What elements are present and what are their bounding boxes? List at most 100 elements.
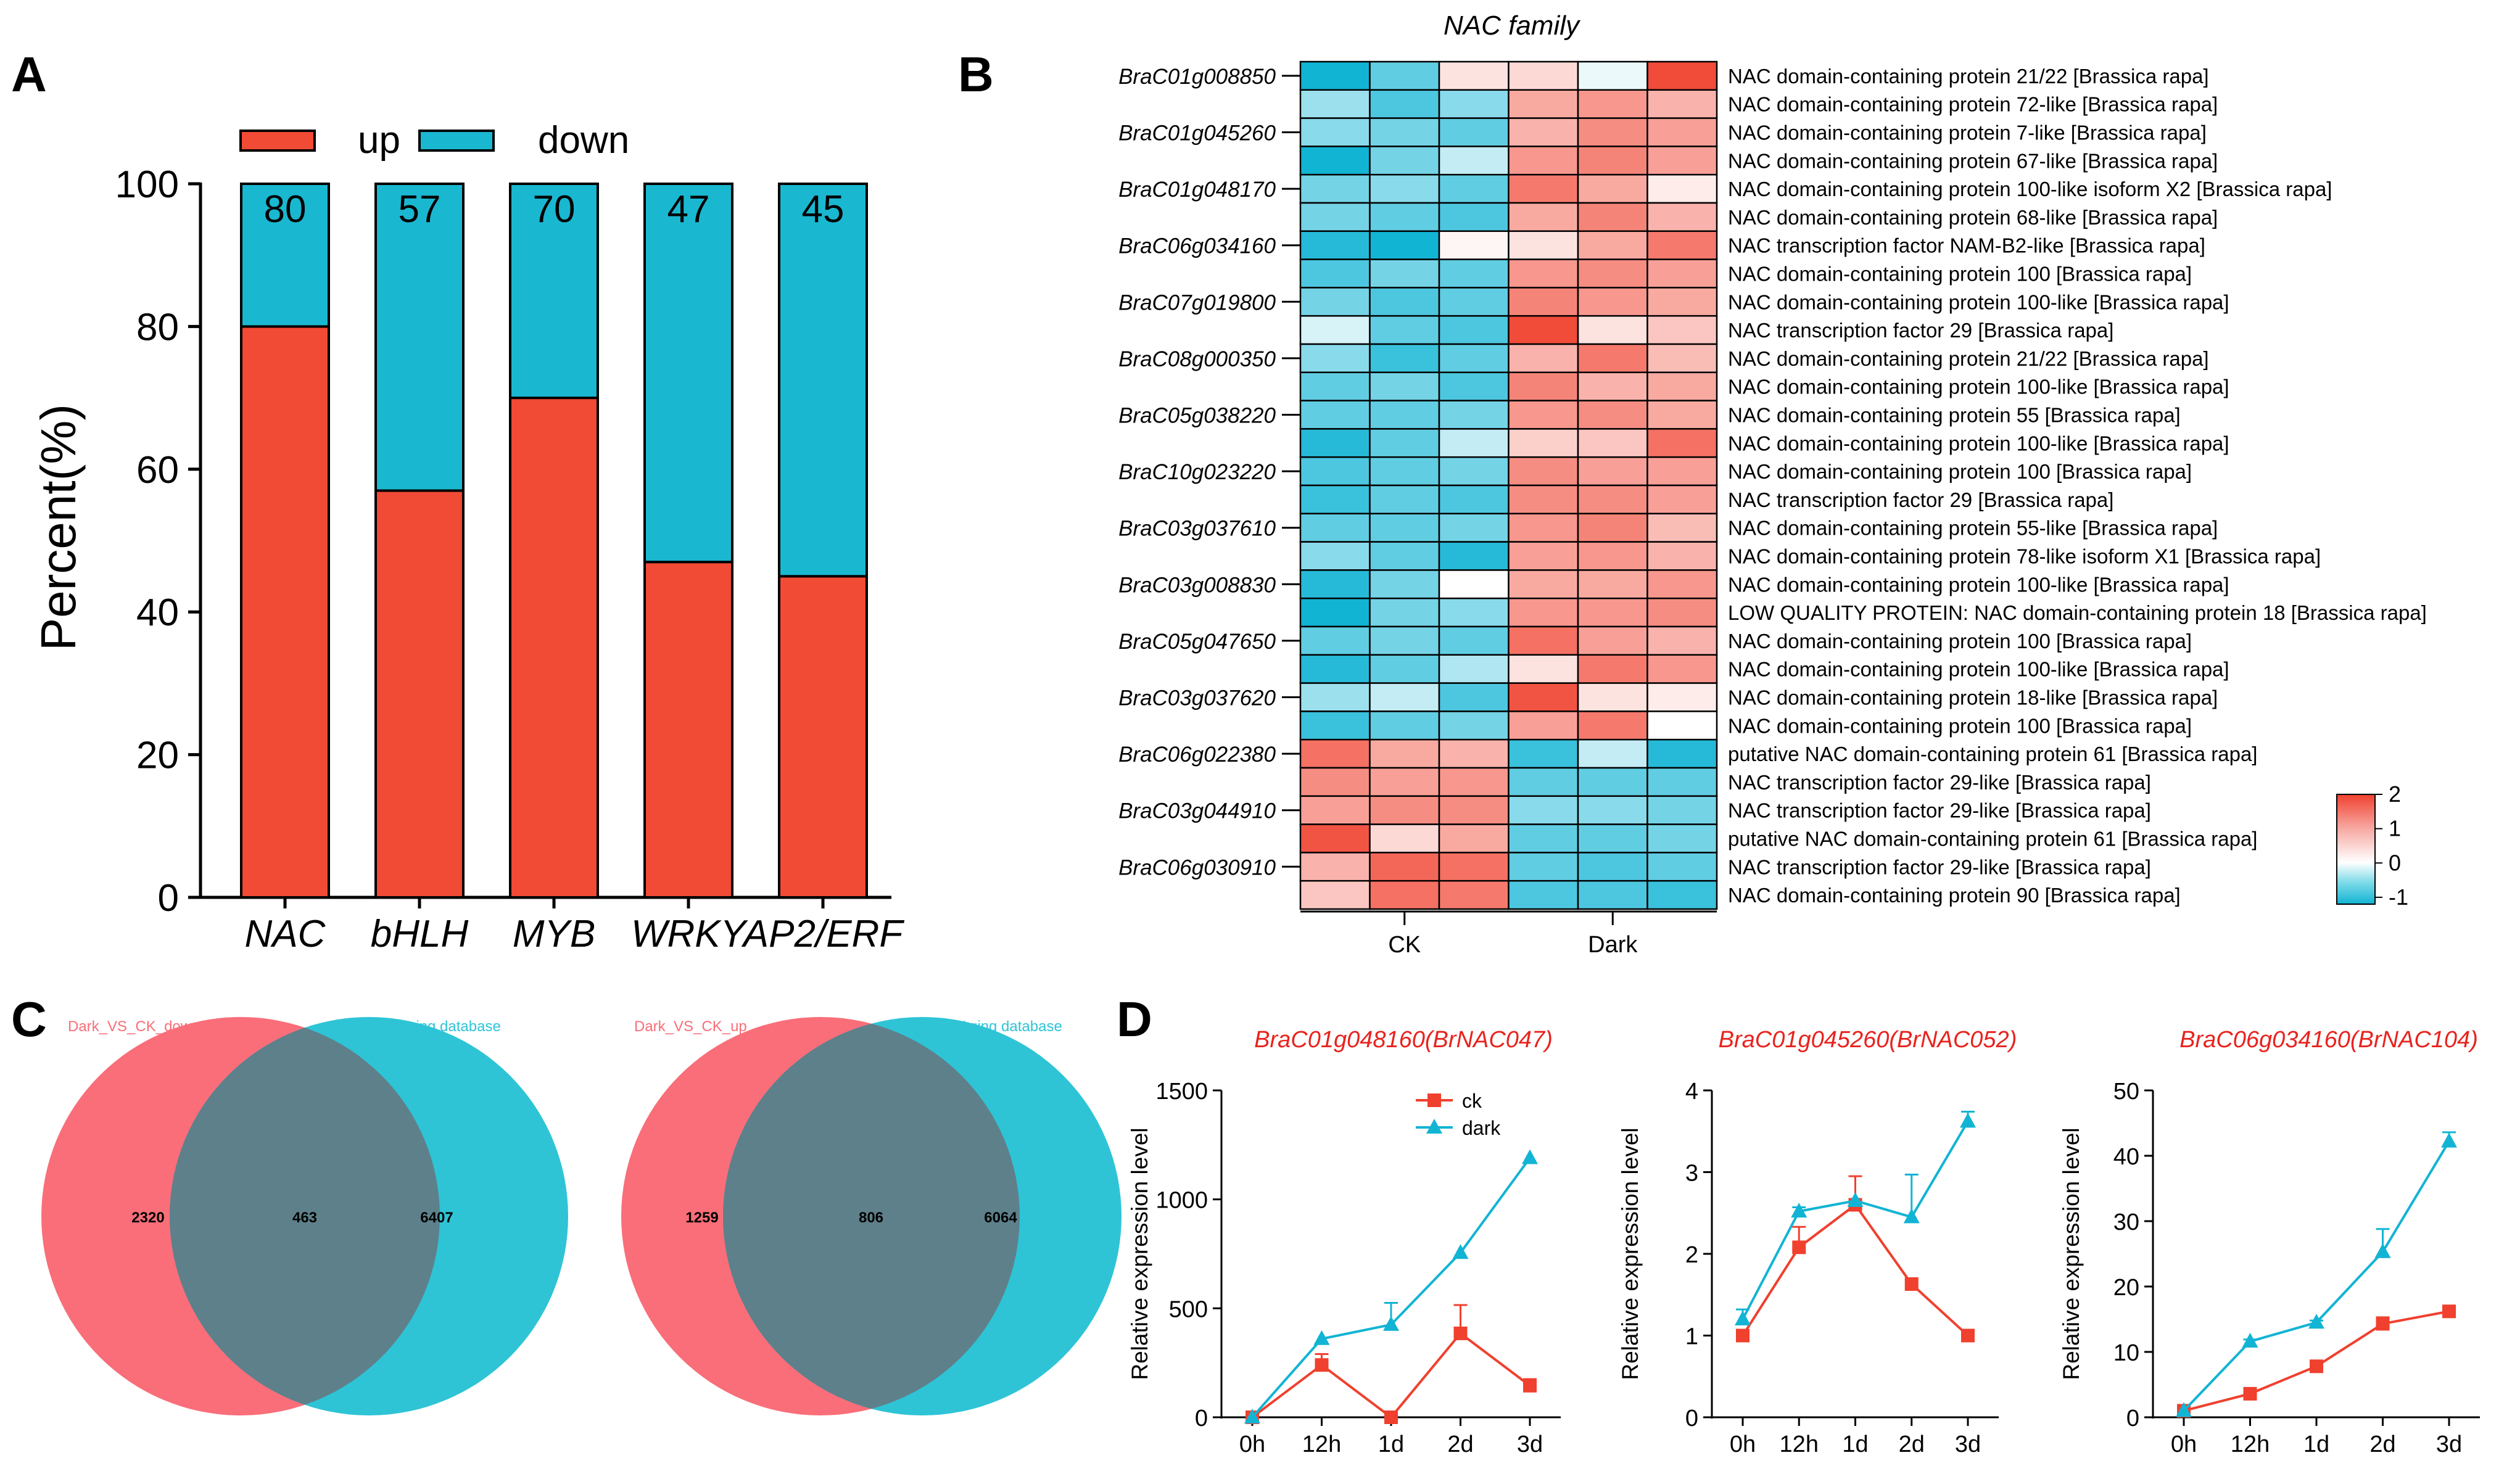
heatmap-cell xyxy=(1646,230,1718,260)
heatmap-cell xyxy=(1646,710,1718,741)
line-chart-title: BraC01g048160(BrNAC047) xyxy=(1254,1027,1553,1053)
heatmap-row-label: NAC domain-containing protein 100 [Brass… xyxy=(1728,460,2192,483)
heatmap-cell xyxy=(1646,682,1718,712)
heatmap-cell xyxy=(1299,823,1371,854)
gene-id-label: BraC10g023220 xyxy=(1118,460,1276,484)
venn1-left-label: Dark_VS_CK_down xyxy=(68,1018,199,1035)
gene-id-label: BraC03g008830 xyxy=(1118,573,1276,597)
heatmap-cell xyxy=(1577,400,1648,430)
y-tick-label: 0 xyxy=(1195,1406,1208,1431)
heatmap-cell xyxy=(1577,428,1648,458)
heatmap-cell xyxy=(1508,315,1579,345)
bar-value-label: 80 xyxy=(264,188,307,231)
heatmap-row-label: NAC domain-containing protein 7-like [Br… xyxy=(1728,121,2207,144)
heatmap-cell xyxy=(1646,146,1718,176)
heatmap-cell xyxy=(1577,371,1648,402)
heatmap-cell xyxy=(1508,146,1579,176)
y-tick-label: 0 xyxy=(2126,1406,2139,1431)
marker-ck xyxy=(1384,1410,1398,1424)
venn2-right-label: Aging database xyxy=(959,1018,1062,1035)
heatmap-cell xyxy=(1438,258,1510,289)
heatmap-cell xyxy=(1299,146,1371,176)
marker-dark xyxy=(1522,1149,1538,1164)
marker-ck xyxy=(2310,1359,2323,1373)
series-line-dark xyxy=(1741,1121,1969,1320)
heatmap-cell xyxy=(1646,569,1718,599)
heatmap-cell xyxy=(1438,173,1510,204)
heatmap-cell xyxy=(1438,202,1510,233)
heatmap-cell xyxy=(1577,625,1648,656)
marker-dark xyxy=(1313,1330,1330,1345)
y-axis-label: Relative expression level xyxy=(1617,1127,1643,1380)
y-tick-label: 4 xyxy=(1685,1079,1698,1105)
y-tick-label: 50 xyxy=(2113,1079,2139,1105)
heatmap-cell xyxy=(1508,287,1579,317)
bar-up-myb xyxy=(509,397,599,899)
heatmap-cell xyxy=(1438,767,1510,797)
heatmap-cell xyxy=(1577,823,1648,854)
legend-swatch-up xyxy=(239,130,316,152)
heatmap-cell xyxy=(1299,60,1371,91)
heatmap-cell xyxy=(1299,315,1371,345)
heatmap-cell xyxy=(1646,795,1718,825)
heatmap-cell xyxy=(1299,371,1371,402)
heatmap-row-label: NAC domain-containing protein 100-like [… xyxy=(1728,432,2229,455)
heatmap-cell xyxy=(1646,625,1718,656)
heatmap-cell xyxy=(1577,597,1648,628)
colorbar-tick-label: 1 xyxy=(2389,816,2401,841)
colorbar xyxy=(2336,794,2376,905)
marker-dark xyxy=(2242,1333,2258,1348)
heatmap-cell xyxy=(1369,258,1440,289)
bar-up-wrky xyxy=(643,561,733,899)
x-tick-label: 3d xyxy=(2436,1431,2462,1457)
venn2-left-count: 1259 xyxy=(685,1209,718,1226)
heatmap-cell xyxy=(1438,89,1510,119)
heatmap-cell xyxy=(1299,625,1371,656)
legend-label-ck: ck xyxy=(1462,1090,1482,1112)
legend-label-up: up xyxy=(358,119,400,162)
y-tick-label: 1500 xyxy=(1155,1079,1208,1105)
heatmap-row-label: NAC transcription factor NAM-B2-like [Br… xyxy=(1728,234,2205,257)
legend-marker-dark xyxy=(1426,1119,1442,1134)
heatmap-cell xyxy=(1299,400,1371,430)
y-tick-label: 3 xyxy=(1685,1161,1698,1187)
heatmap-cell xyxy=(1438,823,1510,854)
y-axis-label: Relative expression level xyxy=(2059,1127,2084,1380)
heatmap-cell xyxy=(1646,456,1718,487)
heatmap-cell xyxy=(1577,852,1648,882)
heatmap-cell xyxy=(1438,456,1510,487)
y-tick-label: 30 xyxy=(2113,1209,2139,1235)
heatmap-cell xyxy=(1508,513,1579,543)
heatmap-cell xyxy=(1369,202,1440,233)
heatmap-cell xyxy=(1438,146,1510,176)
heatmap-cell xyxy=(1299,879,1371,910)
marker-ck xyxy=(1904,1277,1919,1291)
legend-marker-ck xyxy=(1427,1093,1441,1107)
y-tick-label: 0 xyxy=(1685,1406,1698,1431)
bar-down-nac xyxy=(240,183,330,328)
heatmap-cell xyxy=(1646,173,1718,204)
heatmap-cell xyxy=(1438,343,1510,374)
gene-id-label: BraC06g030910 xyxy=(1118,855,1276,879)
heatmap-cell xyxy=(1438,315,1510,345)
gene-id-label: BraC06g022380 xyxy=(1118,743,1276,767)
x-tick-label: 12h xyxy=(1302,1431,1341,1457)
heatmap-cell xyxy=(1438,654,1510,684)
series-line-ck xyxy=(1251,1332,1531,1419)
marker-dark xyxy=(2441,1132,2457,1148)
heatmap-cell xyxy=(1508,569,1579,599)
heatmap-cell xyxy=(1508,879,1579,910)
heatmap-cell xyxy=(1299,343,1371,374)
marker-dark xyxy=(1903,1208,1920,1224)
heatmap-cell xyxy=(1508,258,1579,289)
heatmap-cell xyxy=(1577,569,1648,599)
heatmap-cell xyxy=(1646,287,1718,317)
heatmap-cell xyxy=(1646,738,1718,769)
marker-dark xyxy=(1791,1203,1807,1218)
heatmap-row-label: NAC transcription factor 29 [Brassica ra… xyxy=(1728,319,2113,342)
gene-id-label: BraC08g000350 xyxy=(1118,347,1276,371)
line-chart-d2: BraC01g045260(BrNAC052) 0 1 2 3 4 0h 12h 1d 2d 3d R… xyxy=(1617,1027,2017,1457)
heatmap-cell xyxy=(1299,541,1371,571)
venn1-overlap-count: 463 xyxy=(292,1209,317,1226)
